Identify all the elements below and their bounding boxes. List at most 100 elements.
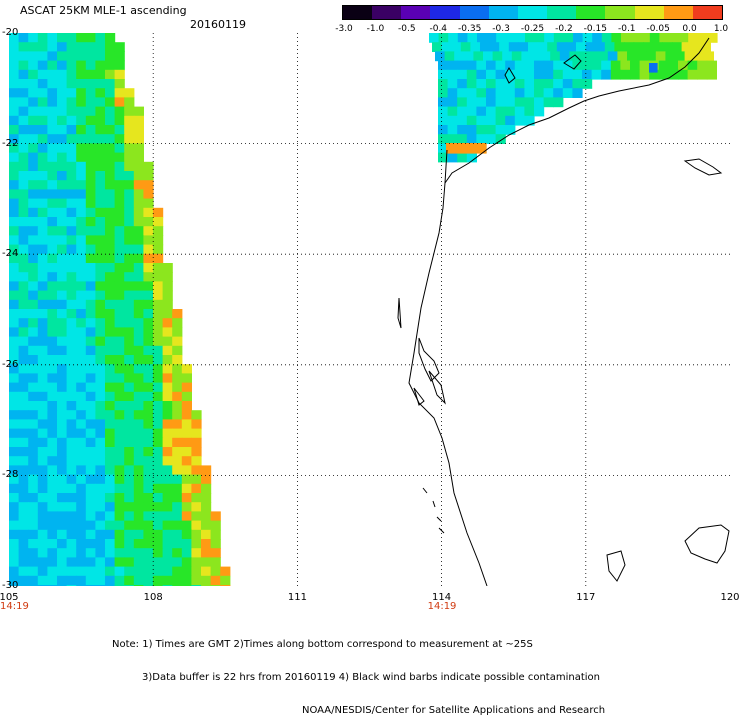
colorbar-swatch <box>605 6 635 19</box>
swath-cell <box>95 33 106 43</box>
swath-cell <box>172 410 183 420</box>
swath-cell <box>105 60 116 71</box>
swath-cell <box>514 79 525 89</box>
swath-cell <box>9 235 20 246</box>
swath-cell <box>76 483 87 494</box>
swath-cell <box>105 253 116 264</box>
swath-cell <box>105 345 116 356</box>
swath-cell <box>124 207 135 218</box>
swath-cell <box>143 299 154 310</box>
swath-cell <box>66 327 77 338</box>
swath-cell <box>28 115 39 126</box>
swath-cell <box>18 180 29 190</box>
swath-cell <box>143 253 154 264</box>
swath-cell <box>514 97 525 108</box>
swath-cell <box>57 410 68 420</box>
swath-cell <box>105 272 116 282</box>
swath-cell <box>57 88 68 98</box>
swath-cell <box>47 244 58 255</box>
swath-cell <box>124 244 135 255</box>
swath-cell <box>124 465 135 476</box>
swath-cell <box>492 51 503 62</box>
swath-cell <box>47 60 58 71</box>
swath-cell <box>639 69 650 80</box>
swath-cell <box>85 493 96 503</box>
swath-cell <box>162 272 173 282</box>
swath-cell <box>18 493 29 503</box>
swath-cell <box>95 548 106 558</box>
swath-cell <box>133 309 144 319</box>
swath-cell <box>18 106 29 117</box>
swath-cell <box>95 511 106 522</box>
swath-cell <box>124 566 135 577</box>
swath-cell <box>105 318 116 328</box>
swath-cell <box>47 364 58 374</box>
swath-cell <box>124 309 135 319</box>
swath-cell <box>162 364 173 374</box>
swath-cell <box>124 364 135 374</box>
swath-cell <box>133 474 144 485</box>
swath-cell <box>47 171 58 181</box>
swath-cell <box>85 548 96 558</box>
swath-cell <box>707 33 718 43</box>
swath-cell <box>153 345 164 356</box>
swath-cell <box>210 539 221 549</box>
swath-cell <box>47 69 58 80</box>
swath-cell <box>105 410 116 420</box>
swath-cell <box>95 520 106 531</box>
swath-cell <box>28 198 39 209</box>
swath-cell <box>57 364 68 374</box>
swath-cell <box>153 235 164 246</box>
swath-cell <box>57 345 68 356</box>
swath-cell <box>28 566 39 577</box>
swath-cell <box>57 539 68 549</box>
swath-cell <box>28 529 39 540</box>
swath-cell <box>28 456 39 466</box>
swath-cell <box>162 557 173 568</box>
swath-cell <box>85 263 96 273</box>
swath-cell <box>28 364 39 374</box>
swath-cell <box>610 69 621 80</box>
swath-cell <box>143 373 154 384</box>
swath-cell <box>133 566 144 577</box>
swath-cell <box>76 456 87 466</box>
swath-cell <box>47 575 58 586</box>
swath-cell <box>18 373 29 384</box>
swath-cell <box>18 474 29 485</box>
swath-cell <box>559 51 570 62</box>
swath-cell <box>172 511 183 522</box>
swath-cell <box>466 79 477 89</box>
swath-cell <box>114 115 125 126</box>
swath-cell <box>18 483 29 494</box>
swath-cell <box>133 539 144 549</box>
swath-cell <box>441 42 452 52</box>
swath-cell <box>85 143 96 154</box>
swath-cell <box>18 419 29 430</box>
swath-cell <box>47 161 58 172</box>
swath-cell <box>543 88 554 98</box>
swath-cell <box>47 410 58 420</box>
swath-cell <box>569 51 580 62</box>
swath-cell <box>66 575 77 586</box>
swath-cell <box>66 51 77 62</box>
swath-cell <box>95 373 106 384</box>
swath-cell <box>57 207 68 218</box>
swath-cell <box>37 198 48 209</box>
swath-cell <box>57 373 68 384</box>
swath-cell <box>37 327 48 338</box>
swath-cell <box>143 161 154 172</box>
swath-cell <box>47 437 58 448</box>
swath-cell <box>76 42 87 52</box>
swath-cell <box>9 69 20 80</box>
swath-cell <box>153 566 164 577</box>
swath-cell <box>191 483 202 494</box>
swath-cell <box>143 566 154 577</box>
swath-cell <box>47 207 58 218</box>
swath-cell <box>66 401 77 411</box>
swath-cell <box>153 575 164 586</box>
swath-cell <box>457 152 468 163</box>
swath-cell <box>57 456 68 466</box>
swath-cell <box>37 336 48 347</box>
swath-cell <box>37 217 48 227</box>
swath-cell <box>133 217 144 227</box>
